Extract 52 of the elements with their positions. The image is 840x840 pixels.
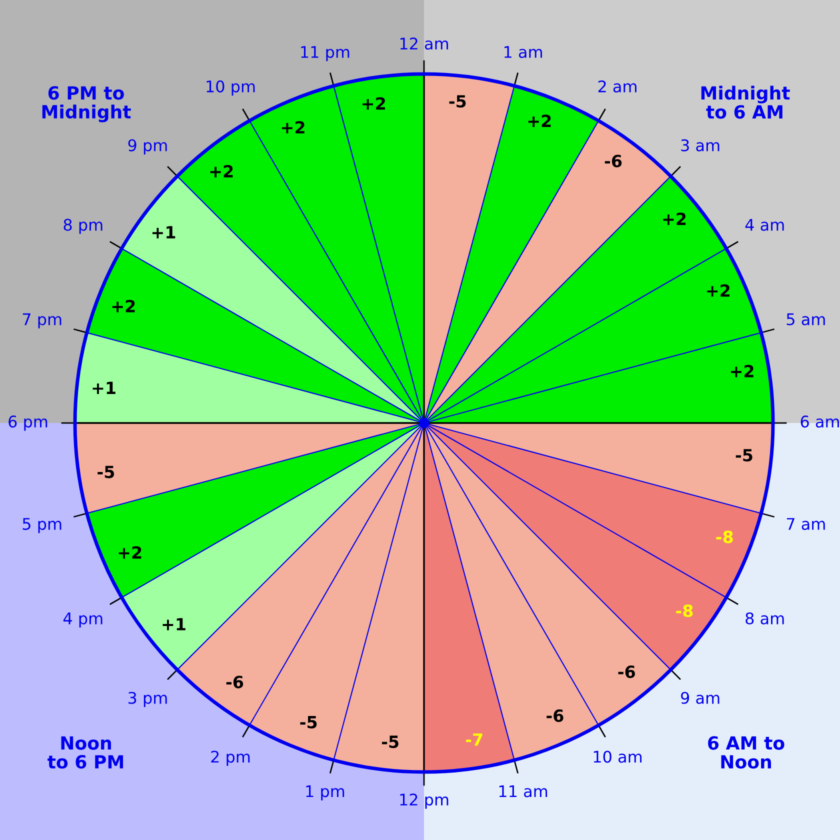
category-label: 11 pm xyxy=(301,46,350,62)
data-label: -5 xyxy=(382,736,398,748)
category-label: 3 pm xyxy=(128,692,167,708)
data-label: -5 xyxy=(449,95,466,108)
data-label: +2 xyxy=(362,97,385,110)
data-label: -6 xyxy=(604,154,622,168)
category-label: 7 pm xyxy=(22,313,62,328)
category-label: 5 pm xyxy=(22,518,62,534)
category-label: 2 pm xyxy=(211,750,250,766)
category-label: 4 am xyxy=(745,218,784,231)
category-label: 11 am xyxy=(499,785,548,798)
data-label: +2 xyxy=(731,364,754,378)
category-label: 9 am xyxy=(681,692,720,704)
data-label: +1 xyxy=(162,618,186,630)
category-label: 12 pm xyxy=(400,794,448,809)
data-label: -8 xyxy=(676,604,693,618)
data-label: +2 xyxy=(210,164,233,178)
data-label: +2 xyxy=(118,546,142,559)
data-label: -5 xyxy=(98,466,114,478)
category-label: 12 am xyxy=(400,38,448,50)
category-label: 10 pm xyxy=(206,80,255,96)
data-label: -6 xyxy=(546,709,564,722)
data-label: -6 xyxy=(618,665,636,678)
data-label: -5 xyxy=(736,449,752,462)
text: 6 PM to Midnight xyxy=(42,86,131,122)
category-label: 6 pm xyxy=(8,416,48,431)
data-label: -5 xyxy=(300,716,317,728)
data-label: +2 xyxy=(707,284,730,297)
category-label: 10 am xyxy=(594,750,642,763)
data-label: +1 xyxy=(152,226,176,238)
category-label: 1 pm xyxy=(306,785,344,800)
text: Midnight to 6 AM xyxy=(701,86,790,119)
data-label: +1 xyxy=(92,382,116,394)
category-label: 9 pm xyxy=(128,139,167,154)
category-label: 6 am xyxy=(800,416,839,428)
category-label: 5 am xyxy=(786,313,825,326)
data-label: -8 xyxy=(716,530,733,544)
category-label: 7 am xyxy=(786,518,825,530)
category-label: 3 am xyxy=(681,139,720,152)
data-label: -6 xyxy=(226,676,244,688)
category-label: 2 am xyxy=(598,80,636,92)
data-label: +2 xyxy=(663,212,686,225)
data-label: +2 xyxy=(112,300,135,312)
text: 6 AM to Noon xyxy=(708,736,784,769)
category-label: 1 am xyxy=(504,46,542,58)
data-label: +2 xyxy=(282,121,304,134)
text: Noon to 6 PM xyxy=(48,736,124,769)
category-label: 8 am xyxy=(746,612,784,624)
data-label: -7 xyxy=(466,733,482,746)
category-label: 8 pm xyxy=(64,218,102,234)
data-label: +2 xyxy=(528,114,551,127)
category-label: 4 pm xyxy=(63,612,102,628)
